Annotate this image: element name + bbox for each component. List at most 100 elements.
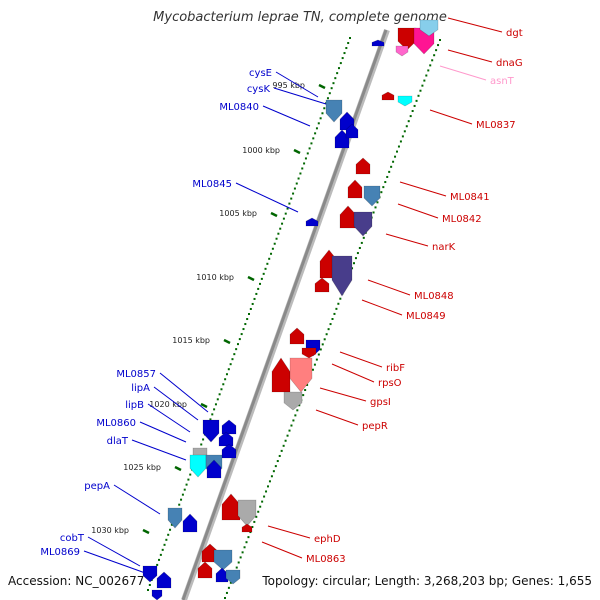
reverse-gene-shape: [381, 91, 395, 101]
track-tick-dot: [319, 348, 322, 351]
right-leader-line: [439, 65, 487, 81]
scale-tick-dot: [169, 528, 172, 531]
scale-tick-dot: [161, 548, 164, 551]
right-leader-line: [385, 233, 429, 247]
reverse-gene: [397, 27, 417, 51]
scale-tick-dot: [220, 388, 223, 391]
left-gene-label: pepA: [84, 481, 110, 492]
scale-tick-dot: [158, 558, 161, 561]
left-gene-label: ML0845: [192, 179, 232, 190]
track-tick-dot: [311, 368, 314, 371]
track-tick-dot: [353, 262, 355, 265]
right-leader-line: [367, 279, 411, 296]
track-tick-dot: [237, 561, 240, 564]
left-leader-line: [131, 439, 187, 461]
track-tick-dot: [294, 414, 297, 417]
genome-summary-text: Topology: circular; Length: 3,268,203 bp…: [262, 574, 592, 588]
scale-tick-dot: [343, 52, 346, 55]
track-tick-dot: [253, 520, 256, 523]
forward-gene: [218, 431, 234, 447]
track-tick-dot: [415, 99, 418, 102]
track-tick-dot: [411, 110, 414, 113]
scale-tick-dot: [224, 378, 227, 381]
reverse-gene-shape: [213, 549, 233, 571]
right-leader-line: [361, 299, 403, 316]
forward-gene-shape: [221, 443, 237, 459]
track-tick-dot: [409, 115, 412, 118]
track-tick-dot: [435, 49, 438, 52]
track-tick-dot: [327, 328, 330, 331]
track-tick-dot: [298, 404, 301, 407]
right-gene-label: ephD: [314, 534, 341, 545]
left-gene-label: lipA: [131, 383, 150, 394]
scale-tick-dot: [270, 252, 273, 255]
scale-tick-dot: [310, 142, 313, 145]
scale-tick-dot: [147, 589, 149, 591]
left-leader-line: [153, 386, 199, 421]
scale-tick-dot: [336, 72, 339, 75]
map-title: Mycobacterium leprae TN, complete genome: [153, 10, 447, 25]
track-tick-dot: [321, 343, 324, 346]
track-tick-dot: [376, 201, 379, 204]
scale-tick-dot: [167, 533, 170, 536]
scale-tick-dot: [290, 197, 293, 200]
track-tick-dot: [270, 475, 273, 478]
scale-tick: [318, 83, 326, 90]
forward-gene: [156, 571, 172, 589]
scale-tick: [247, 275, 255, 282]
track-tick-dot: [384, 181, 387, 184]
reverse-gene-shape: [355, 157, 371, 175]
scale-tick-dot: [339, 62, 342, 65]
track-tick-dot: [397, 145, 400, 148]
scale-tick-dot: [315, 127, 318, 130]
forward-gene-shape: [202, 419, 220, 443]
left-leader-line: [262, 105, 311, 127]
track-tick-dot: [337, 302, 340, 305]
right-gene-label: ML0849: [406, 311, 446, 322]
scale-tick-dot: [202, 438, 205, 441]
track-tick-dot: [329, 323, 332, 326]
scale-tick-dot: [222, 383, 225, 386]
scale-tick-dot: [231, 358, 234, 361]
left-leader-line: [139, 421, 187, 443]
forward-gene: [325, 99, 343, 123]
scale-tick-dot: [214, 403, 217, 406]
reverse-gene: [395, 45, 409, 57]
scale-label: 1005 kbp: [219, 209, 257, 218]
track-tick-dot: [286, 434, 289, 437]
scale-tick-dot: [181, 493, 184, 496]
right-leader-line: [339, 351, 383, 368]
track-tick-dot: [437, 44, 440, 47]
scale-tick-dot: [326, 97, 329, 100]
scale-tick-dot: [281, 222, 284, 225]
track-tick-dot: [421, 84, 424, 87]
scale-tick-dot: [200, 443, 203, 446]
right-leader-line: [331, 363, 375, 383]
accession-text: Accession: NC_002677: [8, 574, 145, 588]
track-tick-dot: [325, 333, 328, 336]
scale-tick-dot: [304, 157, 307, 160]
reverse-gene-shape: [331, 255, 353, 297]
left-gene-label: ML0857: [116, 369, 156, 380]
forward-gene: [151, 589, 163, 600]
right-gene-label: narK: [432, 242, 456, 253]
scale-tick-dot: [255, 292, 258, 295]
forward-gene-shape: [189, 454, 207, 478]
reverse-gene: [289, 357, 313, 393]
scale-tick-dot: [251, 302, 254, 305]
reverse-gene-shape: [225, 569, 241, 585]
track-tick-dot: [235, 566, 238, 569]
right-gene-label: ML0848: [414, 291, 454, 302]
reverse-gene-shape: [283, 391, 303, 411]
scale-tick-dot: [225, 373, 228, 376]
scale-tick-dot: [286, 207, 289, 210]
scale-tick-dot: [297, 177, 300, 180]
right-gene-label: rpsO: [378, 378, 402, 389]
right-leader-line: [399, 181, 447, 197]
scale-tick: [270, 211, 278, 218]
scale-tick-dot: [216, 398, 219, 401]
reverse-gene: [419, 19, 439, 37]
reverse-gene: [241, 523, 253, 533]
reverse-gene: [339, 205, 357, 229]
forward-gene: [206, 459, 222, 479]
